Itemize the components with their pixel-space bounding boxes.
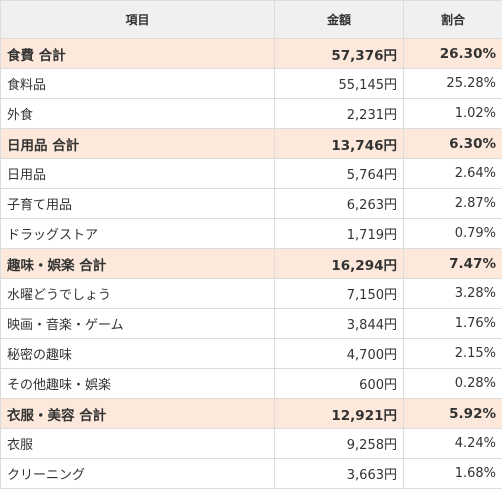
- row-amount: 12,921円: [274, 398, 404, 429]
- row-ratio: 7.47%: [403, 248, 502, 279]
- row-ratio: 3.28%: [403, 278, 502, 309]
- row-amount: 57,376円: [274, 38, 404, 69]
- category-subtotal-row: 衣服・美容 合計 12,921円 5.92%: [0, 398, 502, 429]
- table-row: 日用品 5,764円 2.64%: [0, 158, 502, 189]
- table-header: 項目 金額 割合: [0, 0, 502, 39]
- table-row: 子育て用品 6,263円 2.87%: [0, 188, 502, 219]
- row-name: 映画・音楽・ゲーム: [0, 308, 275, 339]
- table-row: 衣服 9,258円 4.24%: [0, 428, 502, 459]
- row-name: 外食: [0, 98, 275, 129]
- row-ratio: 1.02%: [403, 98, 502, 129]
- row-amount: 5,764円: [274, 158, 404, 189]
- table-row: 水曜どうでしょう 7,150円 3.28%: [0, 278, 502, 309]
- table-row: 食料品 55,145円 25.28%: [0, 68, 502, 99]
- row-name: ドラッグストア: [0, 218, 275, 249]
- row-amount: 6,263円: [274, 188, 404, 219]
- row-ratio: 0.28%: [403, 368, 502, 399]
- column-header-amount: 金額: [274, 0, 404, 39]
- category-subtotal-row: 日用品 合計 13,746円 6.30%: [0, 128, 502, 159]
- header-row: 項目 金額 割合: [0, 0, 502, 39]
- expense-breakdown-table: 項目 金額 割合 食費 合計 57,376円 26.30% 食料品 55,145…: [0, 0, 502, 489]
- row-name: 日用品: [0, 158, 275, 189]
- row-name: その他趣味・娯楽: [0, 368, 275, 399]
- row-ratio: 26.30%: [403, 38, 502, 69]
- table-row: クリーニング 3,663円 1.68%: [0, 458, 502, 489]
- row-amount: 3,663円: [274, 458, 404, 489]
- row-amount: 600円: [274, 368, 404, 399]
- row-name: 趣味・娯楽 合計: [0, 248, 275, 279]
- row-amount: 16,294円: [274, 248, 404, 279]
- row-name: 子育て用品: [0, 188, 275, 219]
- table-row: 秘密の趣味 4,700円 2.15%: [0, 338, 502, 369]
- row-ratio: 4.24%: [403, 428, 502, 459]
- row-name: 衣服: [0, 428, 275, 459]
- table-body: 食費 合計 57,376円 26.30% 食料品 55,145円 25.28% …: [0, 38, 502, 489]
- table-row: 映画・音楽・ゲーム 3,844円 1.76%: [0, 308, 502, 339]
- row-name: 食料品: [0, 68, 275, 99]
- row-amount: 55,145円: [274, 68, 404, 99]
- row-name: クリーニング: [0, 458, 275, 489]
- row-amount: 3,844円: [274, 308, 404, 339]
- row-ratio: 0.79%: [403, 218, 502, 249]
- row-amount: 2,231円: [274, 98, 404, 129]
- row-amount: 4,700円: [274, 338, 404, 369]
- table-row: その他趣味・娯楽 600円 0.28%: [0, 368, 502, 399]
- row-name: 水曜どうでしょう: [0, 278, 275, 309]
- column-header-ratio: 割合: [403, 0, 502, 39]
- row-amount: 9,258円: [274, 428, 404, 459]
- row-ratio: 2.64%: [403, 158, 502, 189]
- row-name: 日用品 合計: [0, 128, 275, 159]
- row-name: 秘密の趣味: [0, 338, 275, 369]
- table-row: ドラッグストア 1,719円 0.79%: [0, 218, 502, 249]
- row-ratio: 25.28%: [403, 68, 502, 99]
- category-subtotal-row: 食費 合計 57,376円 26.30%: [0, 38, 502, 69]
- row-ratio: 5.92%: [403, 398, 502, 429]
- row-amount: 7,150円: [274, 278, 404, 309]
- row-name: 食費 合計: [0, 38, 275, 69]
- row-ratio: 2.87%: [403, 188, 502, 219]
- row-ratio: 2.15%: [403, 338, 502, 369]
- table-row: 外食 2,231円 1.02%: [0, 98, 502, 129]
- column-header-item: 項目: [0, 0, 275, 39]
- row-ratio: 6.30%: [403, 128, 502, 159]
- row-amount: 13,746円: [274, 128, 404, 159]
- category-subtotal-row: 趣味・娯楽 合計 16,294円 7.47%: [0, 248, 502, 279]
- row-name: 衣服・美容 合計: [0, 398, 275, 429]
- row-ratio: 1.68%: [403, 458, 502, 489]
- row-amount: 1,719円: [274, 218, 404, 249]
- row-ratio: 1.76%: [403, 308, 502, 339]
